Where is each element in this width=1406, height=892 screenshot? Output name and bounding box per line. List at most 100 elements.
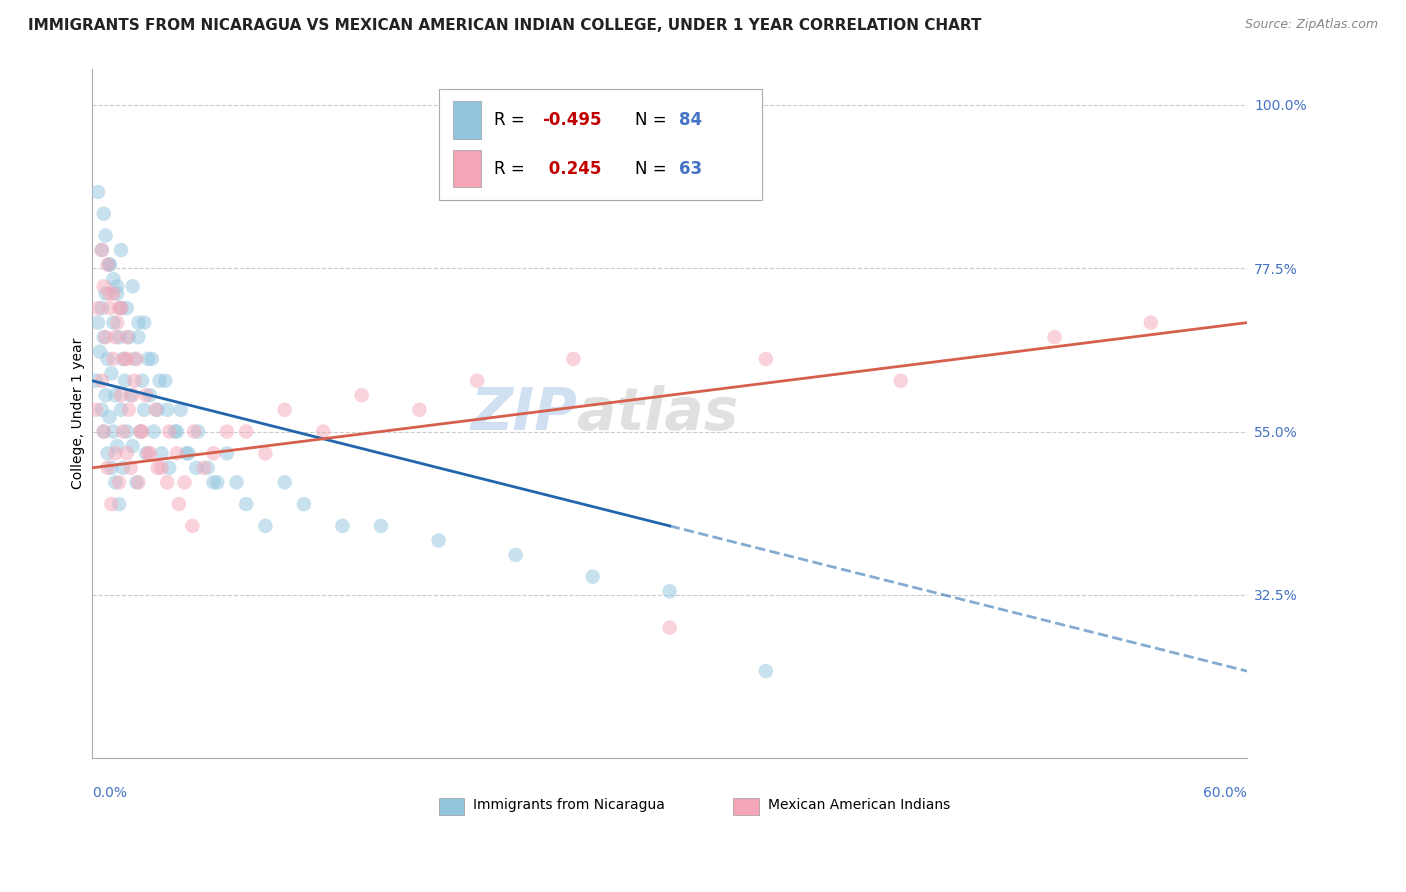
Point (134, 402, 156, 417)
Point (124, 374, 146, 388)
Point (120, 388, 142, 402)
Point (131, 374, 153, 388)
Point (104, 446, 127, 460)
Bar (733, 797, 759, 814)
Point (254, 519, 277, 533)
Point (105, 316, 128, 330)
Point (104, 475, 127, 490)
Point (115, 301, 138, 315)
Text: 0.0%: 0.0% (93, 786, 127, 800)
Point (156, 475, 179, 490)
Point (505, 548, 527, 562)
Point (273, 402, 295, 417)
Point (121, 439, 143, 453)
Text: -0.495: -0.495 (543, 112, 602, 129)
Point (94, 286, 117, 301)
Point (131, 425, 153, 439)
Point (98, 301, 121, 315)
Point (127, 316, 149, 330)
Point (136, 351, 159, 366)
Bar (439, 797, 464, 814)
Point (125, 475, 148, 490)
Point (312, 425, 335, 439)
Point (187, 425, 209, 439)
Point (225, 475, 247, 490)
Point (181, 519, 204, 533)
Point (94, 330, 117, 344)
Point (98, 409, 121, 424)
Point (890, 374, 912, 388)
Point (254, 446, 277, 460)
Point (115, 425, 138, 439)
Point (177, 446, 200, 460)
Point (90, 374, 112, 388)
Point (110, 301, 132, 315)
Point (427, 533, 450, 548)
Point (1140, 316, 1163, 330)
Point (124, 351, 146, 366)
Point (658, 621, 681, 635)
Point (197, 460, 219, 475)
Point (157, 460, 180, 475)
Point (114, 351, 136, 366)
Text: Immigrants from Nicaragua: Immigrants from Nicaragua (474, 798, 665, 812)
Point (136, 446, 159, 460)
Text: R =: R = (494, 160, 530, 178)
Point (148, 374, 170, 388)
Point (93, 425, 115, 439)
FancyBboxPatch shape (439, 89, 762, 200)
Point (100, 460, 122, 475)
Point (155, 374, 177, 388)
Point (215, 425, 238, 439)
Point (90, 402, 112, 417)
Point (114, 374, 136, 388)
Text: 0.245: 0.245 (543, 160, 600, 178)
Point (98, 286, 121, 301)
Point (108, 497, 131, 511)
Point (115, 330, 138, 344)
Point (273, 475, 295, 490)
Text: 84: 84 (679, 112, 702, 129)
Point (141, 351, 163, 366)
Point (108, 475, 131, 490)
Point (139, 388, 162, 402)
Point (121, 388, 143, 402)
Point (207, 475, 229, 490)
Point (115, 446, 138, 460)
Text: Mexican American Indians: Mexican American Indians (768, 798, 950, 812)
Point (104, 330, 127, 344)
Point (129, 425, 152, 439)
Point (121, 279, 143, 293)
Point (562, 351, 585, 366)
Bar (453, 150, 481, 187)
Point (202, 475, 225, 490)
Point (110, 402, 132, 417)
Point (89, 344, 111, 359)
Point (111, 351, 134, 366)
Point (202, 446, 225, 460)
Point (97, 258, 120, 272)
Point (167, 497, 190, 511)
Point (97, 460, 120, 475)
Point (408, 402, 430, 417)
Point (755, 351, 778, 366)
Point (370, 519, 392, 533)
Point (93, 207, 115, 221)
Text: IMMIGRANTS FROM NICARAGUA VS MEXICAN AMERICAN INDIAN COLLEGE, UNDER 1 YEAR CORRE: IMMIGRANTS FROM NICARAGUA VS MEXICAN AME… (28, 18, 981, 33)
Point (87, 301, 110, 315)
Point (235, 425, 257, 439)
Point (166, 425, 188, 439)
Text: Source: ZipAtlas.com: Source: ZipAtlas.com (1244, 18, 1378, 31)
Text: 63: 63 (679, 160, 702, 178)
Point (118, 402, 141, 417)
Point (120, 460, 142, 475)
Point (98, 258, 121, 272)
Point (94, 228, 117, 243)
Point (118, 330, 141, 344)
Point (135, 446, 157, 460)
Point (97, 446, 120, 460)
Point (90, 243, 112, 257)
Point (100, 367, 122, 381)
Text: N =: N = (636, 160, 672, 178)
Point (755, 664, 778, 678)
